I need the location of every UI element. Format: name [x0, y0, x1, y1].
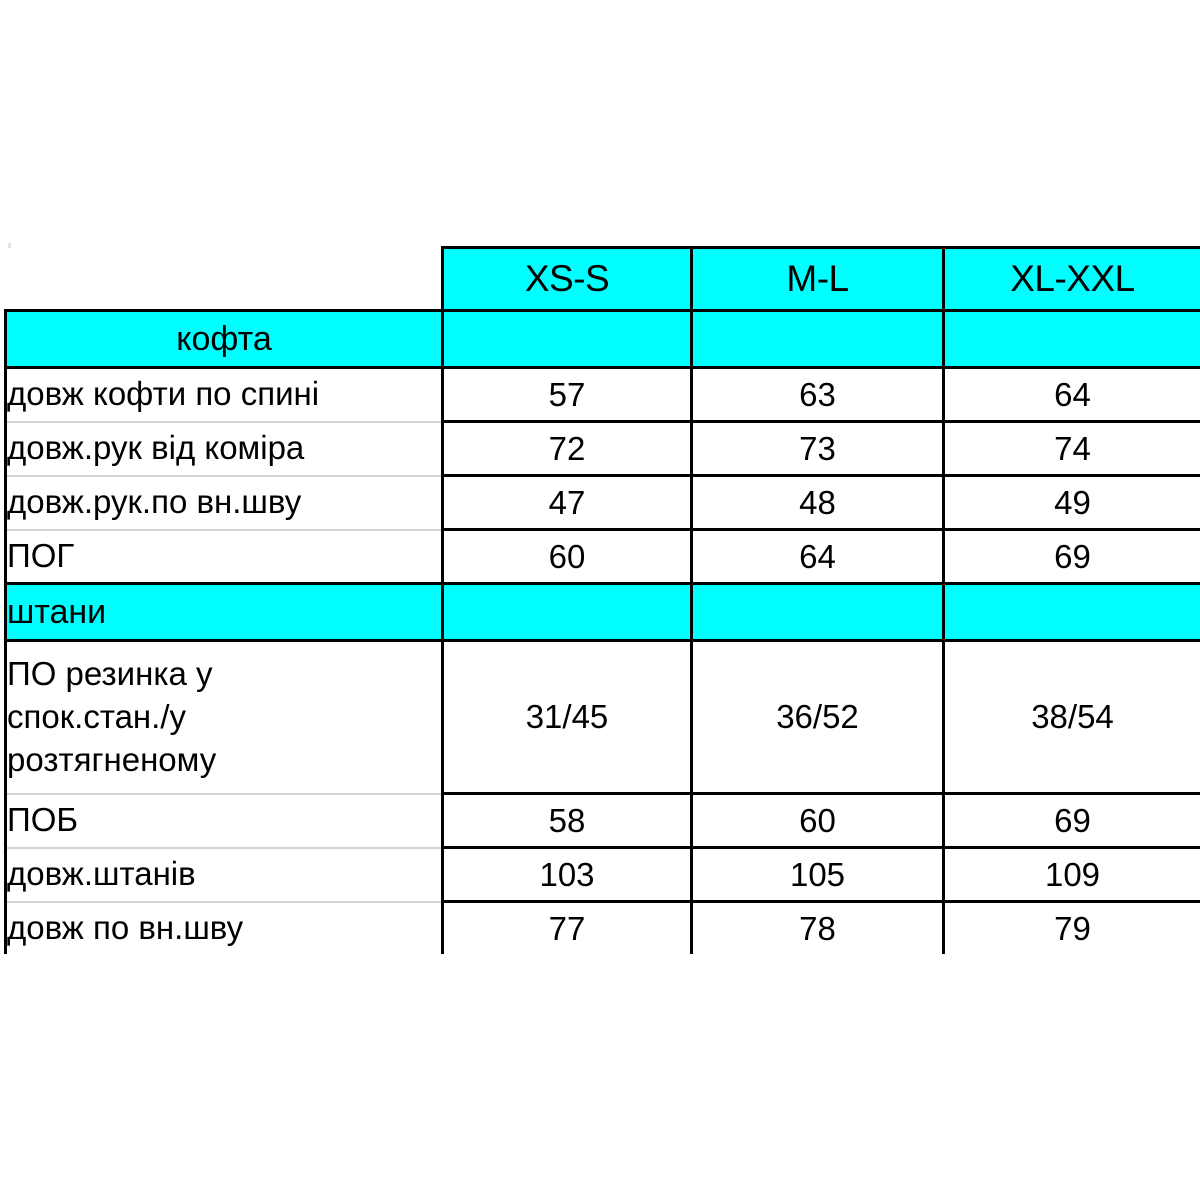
row-label-waist-elastic-line2: спок.стан./у — [7, 697, 186, 735]
cell-waist-elastic-xl-xxl: 38/54 — [943, 640, 1200, 795]
cell-back-length-xs-s: 57 — [442, 367, 693, 423]
cell-sleeve-inner-seam-xs-s: 47 — [442, 475, 693, 531]
section-filler-xs-s-bottom — [442, 582, 693, 642]
table-row: довж по вн.шву 77 78 79 — [4, 901, 1200, 954]
cell-pants-inner-seam-xs-s: 77 — [442, 901, 693, 954]
table-row: ПОГ 60 64 69 — [4, 529, 1200, 585]
table-row: довж.штанів 103 105 109 — [4, 847, 1200, 903]
section-filler-xs-s-top — [442, 309, 693, 369]
section-filler-m-l-bottom — [691, 582, 945, 642]
cell-sleeve-from-collar-xl-xxl: 74 — [943, 421, 1200, 477]
column-header-m-l: M-L — [690, 246, 944, 312]
cell-sleeve-inner-seam-xl-xxl: 49 — [943, 475, 1200, 531]
table-row: довж.рук від коміра 72 73 74 — [4, 421, 1200, 477]
cell-pants-length-m-l: 105 — [691, 847, 945, 903]
row-label-waist-elastic: ПО резинка у спок.стан./у розтягненому — [4, 640, 444, 795]
section-title-kofta: кофта — [4, 309, 444, 369]
section-header-row-bottom: штани — [4, 582, 1200, 642]
section-filler-xl-xxl-top — [943, 309, 1200, 369]
table-row: ПОБ 58 60 69 — [4, 793, 1200, 849]
cell-pants-inner-seam-m-l: 78 — [691, 901, 945, 954]
cell-back-length-m-l: 63 — [691, 367, 945, 423]
size-chart-table: XS-S M-L XL-XXL кофта довж кофти по спин… — [4, 246, 1200, 954]
cell-chest-m-l: 64 — [691, 529, 945, 585]
section-filler-xl-xxl-bottom — [943, 582, 1200, 642]
row-label-pants-length: довж.штанів — [4, 847, 444, 903]
row-label-waist-elastic-line1: ПО резинка у — [7, 654, 213, 692]
size-header-row: XS-S M-L XL-XXL — [5, 246, 1200, 312]
cell-sleeve-from-collar-xs-s: 72 — [442, 421, 693, 477]
section-title-shtany: штани — [4, 582, 444, 642]
section-filler-m-l-top — [691, 309, 945, 369]
cell-pants-length-xl-xxl: 109 — [943, 847, 1200, 903]
row-label-sleeve-inner-seam: довж.рук.по вн.шву — [4, 475, 444, 531]
table-row: довж.рук.по вн.шву 47 48 49 — [4, 475, 1200, 531]
cell-pants-inner-seam-xl-xxl: 79 — [943, 901, 1200, 954]
row-label-waist-elastic-line3: розтягненому — [7, 740, 217, 778]
cell-chest-xs-s: 60 — [442, 529, 693, 585]
section-header-row-top: кофта — [4, 309, 1200, 369]
cell-hips-m-l: 60 — [691, 793, 945, 849]
table-row: ПО резинка у спок.стан./у розтягненому 3… — [4, 640, 1200, 795]
cell-sleeve-from-collar-m-l: 73 — [691, 421, 945, 477]
row-label-sleeve-from-collar: довж.рук від коміра — [4, 421, 444, 477]
cell-waist-elastic-m-l: 36/52 — [691, 640, 945, 795]
size-header-corner-cell — [5, 247, 443, 311]
cell-pants-length-xs-s: 103 — [442, 847, 693, 903]
row-label-pants-inner-seam: довж по вн.шву — [4, 901, 444, 954]
cell-waist-elastic-xs-s: 31/45 — [442, 640, 693, 795]
column-header-xs-s: XS-S — [441, 246, 692, 312]
row-label-hips: ПОБ — [4, 793, 444, 849]
cell-chest-xl-xxl: 69 — [943, 529, 1200, 585]
cell-hips-xs-s: 58 — [442, 793, 693, 849]
cell-sleeve-inner-seam-m-l: 48 — [691, 475, 945, 531]
column-header-xl-xxl: XL-XXL — [942, 246, 1200, 312]
cell-hips-xl-xxl: 69 — [943, 793, 1200, 849]
table-row: довж кофти по спині 57 63 64 — [4, 367, 1200, 423]
row-label-back-length: довж кофти по спині — [4, 367, 444, 423]
cell-back-length-xl-xxl: 64 — [943, 367, 1200, 423]
row-label-chest: ПОГ — [4, 529, 444, 584]
